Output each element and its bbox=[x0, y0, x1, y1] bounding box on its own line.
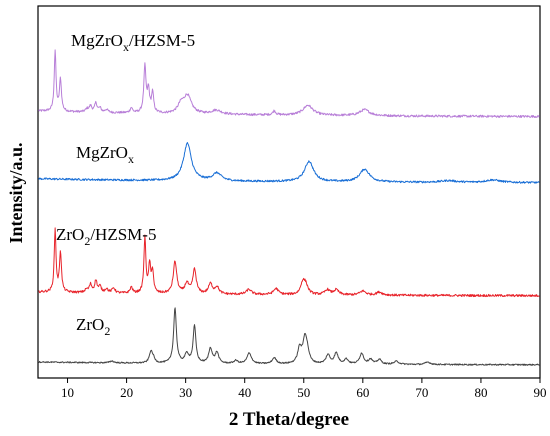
series-label-1: MgZrOx/HZSM-5 bbox=[71, 31, 195, 54]
x-tick-label: 30 bbox=[179, 385, 192, 400]
y-axis-title: Intensity/a.u. bbox=[6, 142, 26, 243]
x-axis-title: 2 Theta/degree bbox=[229, 409, 349, 430]
x-tick-label: 20 bbox=[120, 385, 133, 400]
series-line-2 bbox=[38, 142, 540, 184]
x-axis-ticks: 10 20 30 40 50 60 70 80 90 bbox=[61, 378, 547, 400]
x-tick-label: 90 bbox=[534, 385, 547, 400]
series-group bbox=[38, 49, 540, 366]
x-tick-label: 50 bbox=[297, 385, 310, 400]
series-line-4 bbox=[38, 307, 540, 366]
x-tick-label: 60 bbox=[356, 385, 369, 400]
series-label-2: MgZrOx bbox=[76, 143, 134, 166]
plot-frame bbox=[37, 5, 541, 379]
x-tick-label: 40 bbox=[238, 385, 251, 400]
series-line-1 bbox=[38, 49, 540, 119]
series-label-3: ZrO2/HZSM-5 bbox=[56, 225, 156, 248]
series-line-3 bbox=[38, 227, 540, 298]
x-tick-label: 80 bbox=[474, 385, 487, 400]
x-tick-label: 70 bbox=[415, 385, 428, 400]
series-labels: MgZrOx/HZSM-5 MgZrOx ZrO2/HZSM-5 ZrO2 bbox=[56, 31, 195, 338]
x-tick-label: 10 bbox=[61, 385, 74, 400]
series-label-4: ZrO2 bbox=[76, 315, 110, 338]
plot-area: 10 20 30 40 50 60 70 80 90 bbox=[37, 5, 547, 400]
